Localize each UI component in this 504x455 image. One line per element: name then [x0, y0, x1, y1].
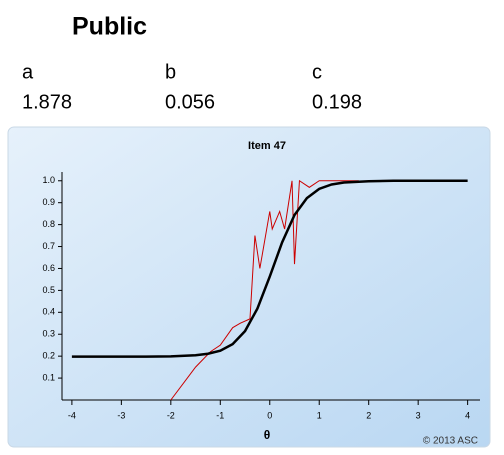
x-tick-label: 3 — [416, 410, 421, 420]
y-tick-label: 0.9 — [42, 197, 55, 207]
x-tick-label: 2 — [366, 410, 371, 420]
x-tick-label: -1 — [216, 410, 224, 420]
x-tick-label: 4 — [465, 410, 470, 420]
y-tick-label: 0.2 — [42, 351, 55, 361]
parameter-value: 0.198 — [312, 91, 362, 113]
chart-panel — [7, 126, 491, 448]
y-tick-label: 0.6 — [42, 263, 55, 273]
parameter-name: b — [165, 61, 176, 83]
x-tick-label: 1 — [317, 410, 322, 420]
x-tick-label: 0 — [267, 410, 272, 420]
parameter-table: a 1.878 b 0.056 c 0.198 — [22, 61, 362, 113]
x-tick-label: -2 — [167, 410, 175, 420]
x-tick-label: -3 — [117, 410, 125, 420]
x-tick-label: -4 — [68, 410, 76, 420]
x-axis-label: θ — [264, 428, 271, 442]
y-tick-label: 0.1 — [42, 372, 55, 382]
y-tick-label: 0.4 — [42, 307, 55, 317]
y-tick-label: 0.7 — [42, 241, 55, 251]
parameter-name: a — [22, 61, 34, 83]
y-tick-label: 0.3 — [42, 329, 55, 339]
y-tick-label: 1.0 — [42, 175, 55, 185]
series-line — [71, 179, 468, 358]
page-title: Public — [72, 13, 147, 41]
parameter-value: 1.878 — [22, 91, 72, 113]
parameter-value: 0.056 — [165, 91, 215, 113]
copyright: © 2013 ASC — [423, 436, 478, 447]
parameter-name: c — [312, 61, 322, 83]
chart-title: Item 47 — [248, 140, 286, 152]
y-tick-label: 0.8 — [42, 219, 55, 229]
y-tick-label: 0.5 — [42, 285, 55, 295]
series-line — [170, 179, 359, 401]
